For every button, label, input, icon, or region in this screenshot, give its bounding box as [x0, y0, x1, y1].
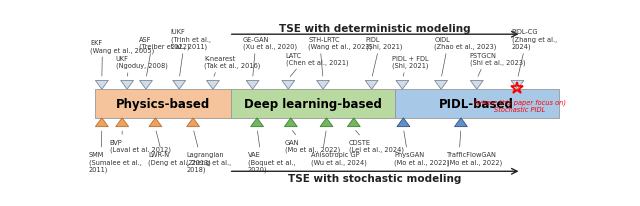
Text: Lagrangian
(Zheng et al.,
2018): Lagrangian (Zheng et al., 2018)	[186, 152, 231, 172]
Text: GE-GAN
(Xu et al., 2020): GE-GAN (Xu et al., 2020)	[243, 37, 297, 50]
Polygon shape	[187, 118, 200, 127]
Polygon shape	[95, 81, 108, 90]
Text: UKF
(Ngoduy, 2008): UKF (Ngoduy, 2008)	[116, 56, 168, 69]
Text: TrafficFlowGAN
(Mo et al., 2022): TrafficFlowGAN (Mo et al., 2022)	[447, 152, 502, 165]
Text: TSE with stochastic modeling: TSE with stochastic modeling	[289, 173, 462, 183]
Polygon shape	[121, 81, 134, 90]
Text: PIDL
(Shi, 2021): PIDL (Shi, 2021)	[365, 37, 402, 50]
Text: Anisotropic GP
(Wu et al., 2024): Anisotropic GP (Wu et al., 2024)	[310, 152, 367, 165]
Polygon shape	[95, 118, 108, 127]
Polygon shape	[320, 118, 333, 127]
Text: VAE
(Boquet et al.,
2020): VAE (Boquet et al., 2020)	[248, 152, 295, 172]
Polygon shape	[511, 81, 524, 90]
Polygon shape	[396, 81, 409, 90]
Text: PSTGCN
(Shi et al., 2023): PSTGCN (Shi et al., 2023)	[470, 53, 525, 66]
Text: EKF
(Wang et al., 2005): EKF (Wang et al., 2005)	[90, 40, 154, 53]
Polygon shape	[397, 118, 410, 127]
Text: Deep learning-based: Deep learning-based	[244, 98, 382, 110]
FancyBboxPatch shape	[395, 90, 559, 118]
Text: TSE with deterministic modeling: TSE with deterministic modeling	[279, 23, 471, 33]
Polygon shape	[282, 81, 295, 90]
Text: IUKF
(Trinh et al.,
2022): IUKF (Trinh et al., 2022)	[171, 29, 211, 50]
Polygon shape	[365, 81, 378, 90]
Polygon shape	[317, 81, 330, 90]
Text: LWR-N
(Deng et al., 2013): LWR-N (Deng et al., 2013)	[148, 152, 211, 165]
Polygon shape	[470, 81, 483, 90]
Text: PIDL-based: PIDL-based	[440, 98, 514, 110]
Text: GAN
(Mo et al., 2022): GAN (Mo et al., 2022)	[285, 139, 340, 152]
Polygon shape	[149, 118, 162, 127]
Text: PIDL-CG
(Zhang et al.,
2024): PIDL-CG (Zhang et al., 2024)	[511, 29, 557, 50]
Text: PIDL + FDL
(Shi, 2021): PIDL + FDL (Shi, 2021)	[392, 56, 429, 69]
Polygon shape	[454, 118, 467, 127]
Polygon shape	[140, 81, 152, 90]
Polygon shape	[251, 118, 264, 127]
Text: STH-LRTC
(Wang et al., 2023): STH-LRTC (Wang et al., 2023)	[308, 37, 372, 50]
Polygon shape	[348, 118, 360, 127]
Polygon shape	[246, 81, 259, 90]
Text: Physics-based: Physics-based	[116, 98, 210, 110]
Text: SMM
(Sumalee et al.,
2011): SMM (Sumalee et al., 2011)	[89, 152, 141, 172]
Text: OIDL
(Zhao et al., 2023): OIDL (Zhao et al., 2023)	[434, 37, 497, 50]
Text: ASF
(Treiber et al., 2011): ASF (Treiber et al., 2011)	[138, 37, 207, 50]
Polygon shape	[173, 81, 186, 90]
Polygon shape	[207, 81, 220, 90]
Text: LATC
(Chen et al., 2021): LATC (Chen et al., 2021)	[286, 53, 348, 66]
Text: CDSTE
(Lei et al., 2024): CDSTE (Lei et al., 2024)	[349, 139, 404, 152]
FancyBboxPatch shape	[231, 90, 395, 118]
Text: BVP
(Laval et al. 2012): BVP (Laval et al. 2012)	[110, 139, 171, 152]
Text: (where this paper focus on)
Stochastic PIDL: (where this paper focus on) Stochastic P…	[474, 98, 566, 112]
Text: K-nearest
(Tak et al., 2016): K-nearest (Tak et al., 2016)	[204, 56, 260, 69]
FancyBboxPatch shape	[95, 90, 231, 118]
Polygon shape	[284, 118, 297, 127]
Polygon shape	[435, 81, 447, 90]
Polygon shape	[116, 118, 129, 127]
Text: PhysGAN
(Mo et al., 2022): PhysGAN (Mo et al., 2022)	[394, 152, 450, 165]
